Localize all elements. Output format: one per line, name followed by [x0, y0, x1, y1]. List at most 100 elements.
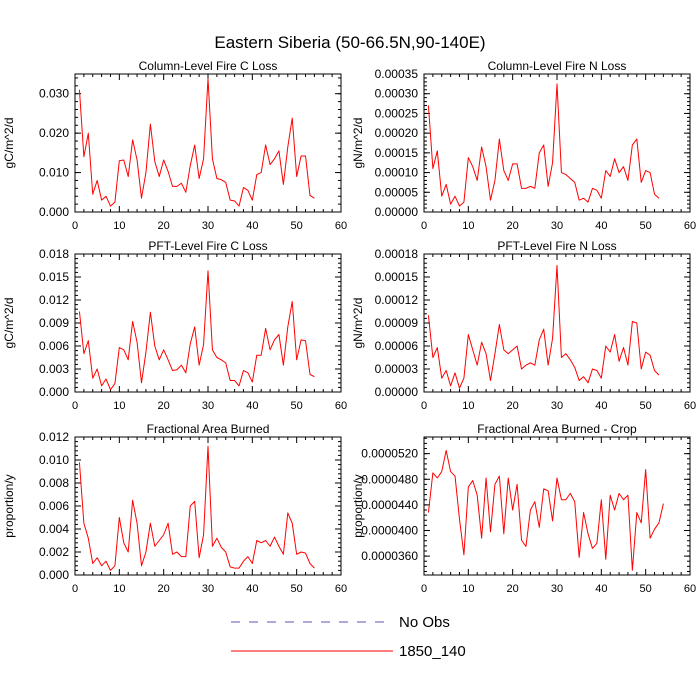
y-tick-label: 0.00010	[375, 166, 419, 180]
y-axis-label: proportion/y	[2, 474, 16, 537]
y-tick-label: 0.004	[39, 522, 69, 536]
y-tick-label: 0.010	[39, 166, 69, 180]
series-line-1850_140	[78, 445, 315, 571]
x-tick-label: 10	[113, 583, 125, 595]
x-tick-label: 20	[507, 583, 519, 595]
plot-frame	[74, 436, 342, 576]
page-title: Eastern Siberia (50-66.5N,90-140E)	[214, 33, 485, 52]
y-tick-label: 0.018	[39, 247, 69, 261]
x-tick-label: 0	[72, 583, 78, 595]
x-tick-label: 50	[640, 400, 652, 412]
y-tick-label: 0.012	[39, 430, 69, 444]
y-tick-label: 0.00015	[375, 146, 419, 160]
y-tick-label: 0.00030	[375, 87, 419, 101]
x-tick-label: 20	[158, 220, 170, 232]
x-tick-label: 20	[158, 583, 170, 595]
x-tick-label: 20	[158, 400, 170, 412]
y-tick-label: 0.00000	[375, 385, 419, 399]
y-tick-label: 0.00000	[375, 205, 419, 219]
y-tick-label: 0.00015	[375, 270, 419, 284]
chart-panel-6: Fractional Area Burned - Crop proportion/…	[351, 422, 696, 595]
x-tick-label: 0	[421, 220, 427, 232]
y-tick-label: 0.002	[39, 545, 69, 559]
y-tick-label: 0.00009	[375, 316, 419, 330]
plot-frame	[74, 73, 342, 213]
chart-panel-3: PFT-Level Fire C Loss gC/m^2/d 0 10 20 30 40 50…	[2, 239, 347, 412]
x-tick-label: 10	[462, 220, 474, 232]
y-axis-label: gN/m^2/d	[351, 298, 365, 349]
x-tick-label: 40	[595, 400, 607, 412]
y-tick-label: 0.009	[39, 316, 69, 330]
panel-title: Fractional Area Burned - Crop	[477, 422, 637, 436]
y-tick-label: 0.000	[39, 568, 69, 582]
panel-title: Fractional Area Burned	[147, 422, 270, 436]
series-line-1850_140	[78, 270, 315, 391]
x-tick-label: 60	[684, 220, 696, 232]
x-tick-label: 20	[507, 220, 519, 232]
y-tick-label: 0.0000400	[361, 523, 418, 537]
x-tick-label: 10	[462, 400, 474, 412]
x-tick-label: 60	[335, 400, 347, 412]
y-tick-label: 0.000	[39, 385, 69, 399]
y-tick-label: 0.015	[39, 270, 69, 284]
y-tick-label: 0.00025	[375, 106, 419, 120]
x-tick-label: 60	[684, 583, 696, 595]
y-tick-label: 0.000	[39, 205, 69, 219]
x-tick-label: 40	[595, 220, 607, 232]
series-line-1850_140	[78, 78, 315, 207]
x-tick-label: 50	[640, 220, 652, 232]
x-tick-label: 30	[202, 583, 214, 595]
x-tick-label: 10	[462, 583, 474, 595]
x-tick-label: 0	[72, 220, 78, 232]
series-line-1850_140	[427, 449, 664, 571]
series-line-1850_140	[427, 265, 660, 389]
y-tick-label: 0.006	[39, 499, 69, 513]
y-tick-label: 0.00012	[375, 293, 419, 307]
y-tick-label: 0.00005	[375, 185, 419, 199]
y-tick-label: 0.0000440	[361, 498, 418, 512]
x-tick-label: 30	[551, 583, 563, 595]
x-tick-label: 50	[291, 220, 303, 232]
x-tick-label: 40	[246, 583, 258, 595]
x-tick-label: 0	[421, 400, 427, 412]
y-tick-label: 0.020	[39, 126, 69, 140]
legend-label-1: No Obs	[399, 614, 450, 631]
y-tick-label: 0.0000520	[361, 447, 418, 461]
x-tick-label: 30	[551, 400, 563, 412]
x-tick-label: 40	[246, 400, 258, 412]
x-tick-label: 50	[291, 583, 303, 595]
chart-panel-2: Column-Level Fire N Loss gN/m^2/d 0 10 20 30 4…	[351, 59, 696, 232]
x-tick-label: 60	[684, 400, 696, 412]
y-axis-label: gC/m^2/d	[2, 118, 16, 169]
x-tick-label: 60	[335, 583, 347, 595]
x-tick-label: 20	[507, 400, 519, 412]
y-tick-label: 0.00035	[375, 67, 419, 81]
legend-label-2: 1850_140	[399, 643, 466, 660]
panel-title: PFT-Level Fire C Loss	[148, 239, 267, 253]
chart-panel-5: Fractional Area Burned proportion/y 0 10 20 3…	[2, 422, 347, 595]
y-tick-label: 0.008	[39, 476, 69, 490]
y-axis-label: proportion/y	[351, 474, 365, 537]
x-tick-label: 30	[202, 400, 214, 412]
series-line-1850_140	[427, 83, 660, 207]
y-tick-label: 0.0000480	[361, 472, 418, 486]
panel-title: PFT-Level Fire N Loss	[497, 239, 616, 253]
y-tick-label: 0.006	[39, 339, 69, 353]
x-tick-label: 10	[113, 220, 125, 232]
y-tick-label: 0.00018	[375, 247, 419, 261]
x-tick-label: 30	[551, 220, 563, 232]
y-tick-label: 0.030	[39, 87, 69, 101]
x-tick-label: 40	[595, 583, 607, 595]
x-tick-label: 0	[72, 400, 78, 412]
y-tick-label: 0.00003	[375, 362, 419, 376]
x-tick-label: 60	[335, 220, 347, 232]
x-tick-label: 10	[113, 400, 125, 412]
panel-title: Column-Level Fire C Loss	[139, 59, 278, 73]
x-tick-label: 40	[246, 220, 258, 232]
y-tick-label: 0.012	[39, 293, 69, 307]
x-tick-label: 0	[421, 583, 427, 595]
y-tick-label: 0.010	[39, 453, 69, 467]
y-axis-label: gC/m^2/d	[2, 298, 16, 349]
x-tick-label: 50	[291, 400, 303, 412]
